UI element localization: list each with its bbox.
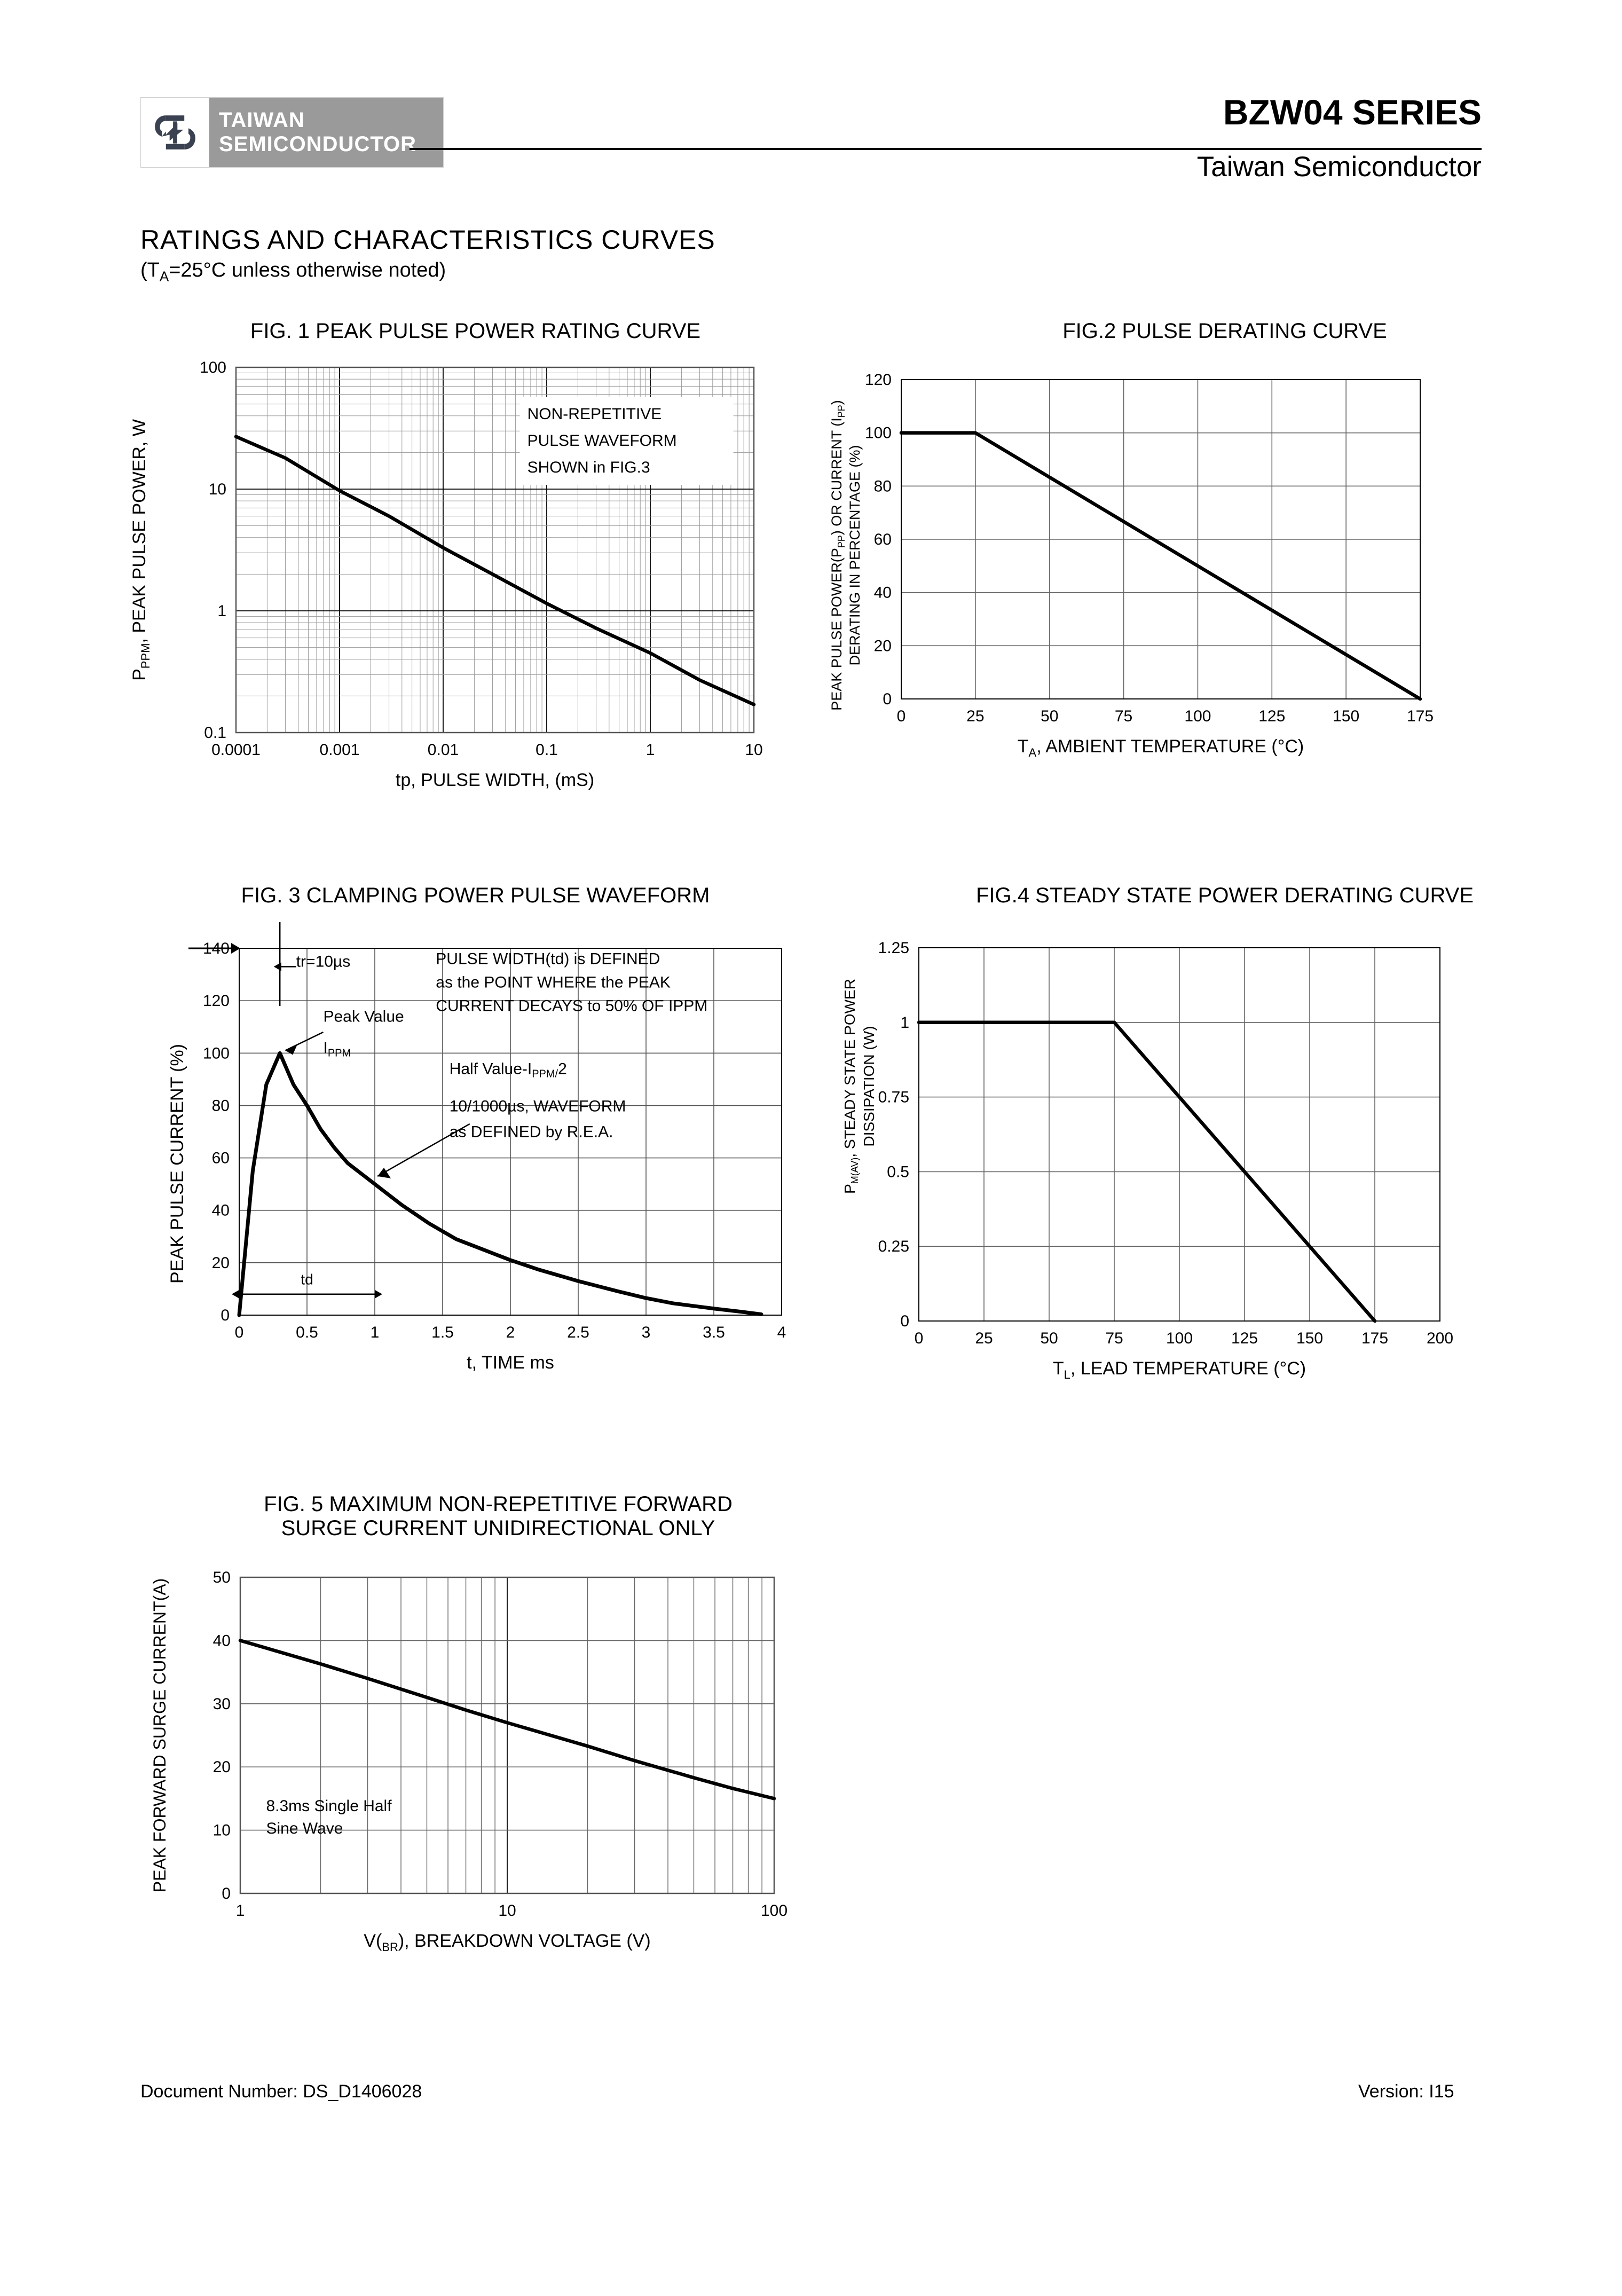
svg-text:3.5: 3.5 — [703, 1324, 725, 1341]
svg-text:tr=10µs: tr=10µs — [296, 953, 351, 970]
svg-text:4: 4 — [777, 1324, 786, 1341]
svg-text:TL, LEAD TEMPERATURE (°C): TL, LEAD TEMPERATURE (°C) — [1053, 1358, 1306, 1381]
svg-text:PEAK PULSE CURRENT (%): PEAK PULSE CURRENT (%) — [167, 1044, 187, 1284]
svg-text:120: 120 — [865, 371, 892, 389]
svg-text:75: 75 — [1105, 1330, 1123, 1347]
svg-text:10: 10 — [209, 481, 226, 498]
svg-text:10: 10 — [745, 741, 762, 759]
svg-text:TA, AMBIENT TEMPERATURE (°C): TA, AMBIENT TEMPERATURE (°C) — [1018, 736, 1304, 759]
svg-text:100: 100 — [761, 1902, 788, 1920]
svg-text:SHOWN in FIG.3: SHOWN in FIG.3 — [527, 459, 650, 476]
svg-text:60: 60 — [874, 531, 892, 548]
svg-text:200: 200 — [1427, 1330, 1453, 1347]
svg-text:40: 40 — [874, 584, 892, 602]
svg-text:1: 1 — [236, 1902, 245, 1920]
svg-text:80: 80 — [212, 1097, 230, 1114]
svg-text:75: 75 — [1115, 707, 1132, 725]
svg-text:t, TIME ms: t, TIME ms — [467, 1353, 554, 1373]
svg-text:1: 1 — [900, 1014, 909, 1032]
svg-text:100: 100 — [1184, 707, 1211, 725]
svg-text:3: 3 — [642, 1324, 651, 1341]
svg-text:100: 100 — [1166, 1330, 1193, 1347]
svg-text:40: 40 — [213, 1632, 231, 1649]
svg-text:2: 2 — [506, 1324, 515, 1341]
svg-text:10/1000µs, WAVEFORM: 10/1000µs, WAVEFORM — [450, 1098, 626, 1115]
svg-text:1.25: 1.25 — [878, 939, 909, 957]
svg-text:100: 100 — [865, 424, 892, 442]
svg-text:DISSIPATION (W): DISSIPATION (W) — [861, 1026, 877, 1146]
svg-text:0: 0 — [883, 690, 892, 708]
svg-text:30: 30 — [213, 1695, 231, 1713]
svg-text:0.001: 0.001 — [319, 741, 359, 759]
svg-text:0: 0 — [900, 1312, 909, 1330]
svg-text:20: 20 — [874, 637, 892, 655]
svg-text:0: 0 — [915, 1330, 924, 1347]
svg-text:10: 10 — [498, 1902, 516, 1920]
svg-text:0.5: 0.5 — [887, 1163, 909, 1181]
svg-text:1.5: 1.5 — [431, 1324, 454, 1341]
svg-text:td: td — [301, 1271, 313, 1288]
svg-text:V(BR), BREAKDOWN VOLTAGE (V): V(BR), BREAKDOWN VOLTAGE (V) — [364, 1931, 650, 1954]
svg-text:1: 1 — [217, 602, 226, 620]
svg-text:8.3ms Single Half: 8.3ms Single Half — [266, 1797, 392, 1815]
svg-text:0.25: 0.25 — [878, 1238, 909, 1255]
svg-text:as the POINT WHERE the PEAK: as the POINT WHERE the PEAK — [436, 973, 671, 991]
svg-text:80: 80 — [874, 477, 892, 495]
svg-text:60: 60 — [212, 1150, 230, 1167]
svg-text:PULSE WIDTH(td) is DEFINED: PULSE WIDTH(td) is DEFINED — [436, 950, 660, 968]
svg-text:Sine Wave: Sine Wave — [266, 1820, 343, 1837]
svg-text:25: 25 — [975, 1330, 993, 1347]
svg-text:40: 40 — [212, 1202, 230, 1220]
svg-text:0.75: 0.75 — [878, 1089, 909, 1106]
svg-text:125: 125 — [1231, 1330, 1258, 1347]
svg-text:NON-REPETITIVE: NON-REPETITIVE — [527, 405, 662, 423]
svg-text:1: 1 — [371, 1324, 380, 1341]
svg-text:0: 0 — [222, 1885, 231, 1902]
svg-text:150: 150 — [1333, 707, 1359, 725]
svg-text:Peak Value: Peak Value — [323, 1008, 404, 1025]
svg-text:0: 0 — [221, 1307, 230, 1324]
svg-text:25: 25 — [966, 707, 984, 725]
svg-text:0.0001: 0.0001 — [211, 741, 261, 759]
svg-text:PPPM, PEAK PULSE POWER, W: PPPM, PEAK PULSE POWER, W — [129, 419, 152, 681]
svg-text:50: 50 — [213, 1569, 231, 1586]
svg-text:10: 10 — [213, 1822, 231, 1839]
svg-text:20: 20 — [213, 1758, 231, 1776]
svg-text:175: 175 — [1361, 1330, 1388, 1347]
svg-text:125: 125 — [1258, 707, 1285, 725]
svg-text:DERATING IN PERCENTAGE (%): DERATING IN PERCENTAGE (%) — [847, 445, 863, 665]
svg-text:100: 100 — [203, 1044, 230, 1062]
svg-text:50: 50 — [1041, 707, 1058, 725]
svg-text:PULSE WAVEFORM: PULSE WAVEFORM — [527, 432, 677, 450]
svg-text:100: 100 — [200, 359, 226, 376]
svg-text:120: 120 — [203, 992, 230, 1010]
svg-text:175: 175 — [1407, 707, 1434, 725]
svg-text:tp, PULSE WIDTH, (mS): tp, PULSE WIDTH, (mS) — [396, 770, 594, 790]
svg-text:2.5: 2.5 — [567, 1324, 589, 1341]
svg-text:PM(AV), STEADY STATE POWER: PM(AV), STEADY STATE POWER — [841, 979, 860, 1194]
svg-text:0.01: 0.01 — [428, 741, 459, 759]
svg-text:Half Value-IPPM/2: Half Value-IPPM/2 — [450, 1060, 567, 1080]
svg-text:0: 0 — [897, 707, 906, 725]
svg-text:50: 50 — [1040, 1330, 1058, 1347]
svg-text:PEAK FORWARD SURGE CURRENT(A): PEAK FORWARD SURGE CURRENT(A) — [150, 1578, 169, 1892]
svg-text:1: 1 — [646, 741, 655, 759]
svg-text:IPPM: IPPM — [323, 1039, 351, 1059]
svg-text:20: 20 — [212, 1254, 230, 1272]
svg-text:0.5: 0.5 — [296, 1324, 318, 1341]
svg-text:0: 0 — [235, 1324, 244, 1341]
svg-text:as DEFINED by R.E.A.: as DEFINED by R.E.A. — [450, 1123, 613, 1141]
svg-text:PEAK PULSE POWER(PPP) OR CURRE: PEAK PULSE POWER(PPP) OR CURRENT (IPP) — [829, 400, 847, 711]
svg-text:CURRENT DECAYS to 50% OF IPPM: CURRENT DECAYS to 50% OF IPPM — [436, 997, 707, 1015]
svg-text:150: 150 — [1296, 1330, 1323, 1347]
svg-text:0.1: 0.1 — [204, 724, 226, 742]
svg-text:0.1: 0.1 — [536, 741, 558, 759]
